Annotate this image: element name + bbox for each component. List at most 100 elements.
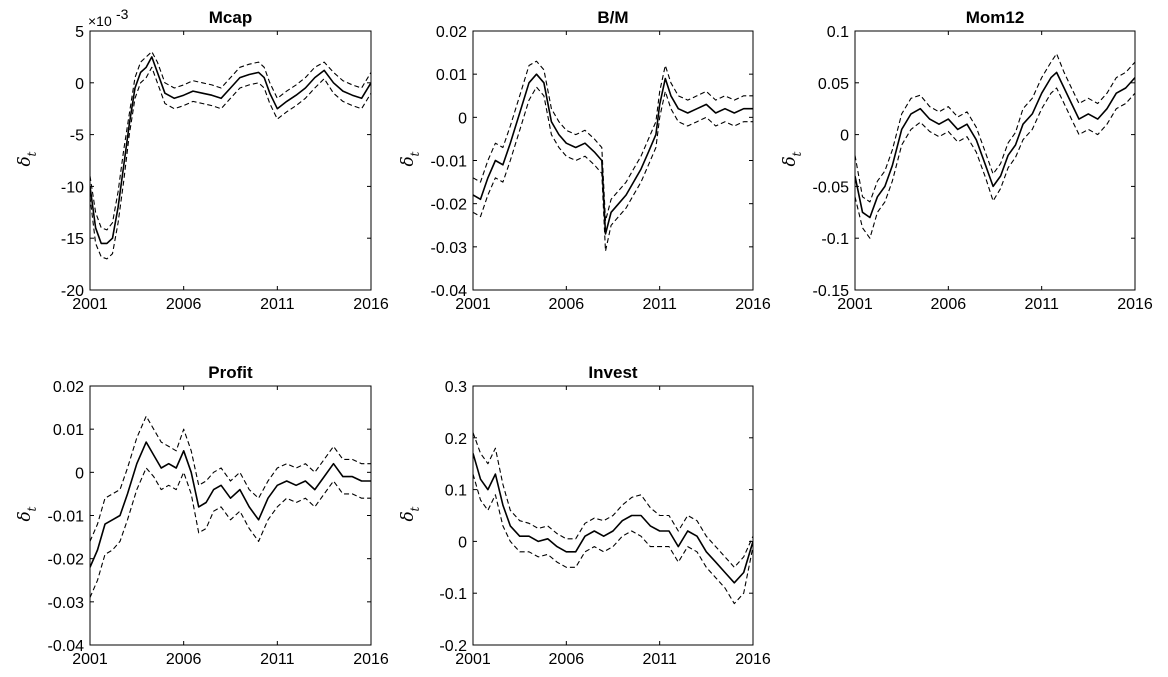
y-axis-label-symbol: δ: [780, 156, 800, 166]
subplot-title: Mcap: [209, 8, 252, 27]
x-tick-label: 2006: [549, 651, 585, 668]
x-tick-label: 2006: [166, 296, 202, 313]
y-tick-label: -0.2: [439, 638, 467, 655]
subplot-profit: 2001 2006 2011 2016 -0.04 -0.03 -0.02 -0.01 0 0.0…: [15, 363, 389, 668]
x-tick-label: 2016: [735, 651, 771, 668]
series-group: [473, 60, 753, 252]
y-axis-label-subscript: t: [25, 507, 39, 512]
x-tick-label: 2006: [549, 296, 585, 313]
series-group: [473, 432, 753, 605]
x-tick-label: 2006: [931, 296, 967, 313]
axes-box: [472, 30, 754, 291]
y-axis-label-symbol: δ: [15, 156, 35, 166]
y-tick-label: -0.1: [439, 586, 467, 603]
x-tick-label: 2016: [1117, 296, 1153, 313]
y-tick-label: 0: [75, 76, 84, 93]
y-tick-label: -0.01: [431, 154, 468, 171]
x-tick-label: 2011: [642, 651, 677, 668]
y-tick-label: 0.01: [53, 422, 84, 439]
series-group: [855, 53, 1135, 239]
subplot-invest: 2001 2006 2011 2016 -0.2 -0.1 0 0.1 0.2 0.3 Invest…: [398, 363, 771, 668]
x-tick-label: 2001: [455, 651, 491, 668]
series-group: [90, 415, 371, 598]
y-tick-label: 0.02: [53, 379, 84, 396]
y-axis-label-subscript: t: [408, 507, 422, 512]
series-line-bound: [473, 86, 753, 252]
y-tick-label: -5: [70, 128, 84, 145]
y-tick-label: -0.04: [48, 638, 85, 655]
y-exponent-power: -3: [116, 6, 129, 22]
y-tick-label: 5: [75, 24, 84, 41]
series-line-bound: [90, 467, 371, 598]
y-axis-label-subscript: t: [408, 152, 422, 157]
y-tick-label: -0.15: [813, 283, 850, 300]
y-axis-label: δt: [398, 507, 422, 522]
series-line-estimate: [90, 441, 371, 568]
y-axis-label: δt: [15, 152, 39, 167]
x-tick-label: 2001: [837, 296, 873, 313]
y-tick-label: 0.01: [436, 67, 467, 84]
axes-box: [89, 385, 372, 646]
x-tick-label: 2011: [260, 651, 295, 668]
subplot-title: Profit: [208, 363, 253, 382]
y-tick-label: -0.02: [431, 197, 468, 214]
y-axis-label-subscript: t: [790, 152, 804, 157]
y-axis-label-symbol: δ: [15, 511, 35, 521]
axes-box: [854, 30, 1136, 291]
subplot-mcap: 2001 2006 2011 2016 -20 -15 -10 -5 0 5×10 -3 Mcap δt: [15, 6, 389, 313]
y-tick-label: 0.2: [445, 431, 467, 448]
series-line-bound: [473, 60, 753, 222]
subplot-b-m: 2001 2006 2011 2016 -0.04 -0.03 -0.02 -0.01 0 0.0…: [398, 8, 771, 313]
x-tick-label: 2001: [455, 296, 491, 313]
series-line-bound: [90, 51, 371, 231]
y-tick-label: 0.05: [818, 76, 849, 93]
series-line-bound: [855, 53, 1135, 203]
series-line-bound: [90, 66, 371, 260]
y-axis-label: δt: [780, 152, 804, 167]
x-tick-label: 2001: [72, 651, 108, 668]
y-axis-label: δt: [398, 152, 422, 167]
y-tick-label: -20: [61, 283, 84, 300]
series-line-bound: [473, 473, 753, 605]
series-group: [90, 51, 371, 260]
y-tick-label: -0.02: [48, 552, 85, 569]
x-tick-label: 2016: [353, 651, 389, 668]
y-tick-label: 0.02: [436, 24, 467, 41]
y-tick-label: 0.3: [445, 379, 467, 396]
series-line-bound: [855, 87, 1135, 239]
y-tick-label: -0.04: [431, 283, 468, 300]
x-tick-label: 2016: [735, 296, 771, 313]
y-tick-label: 0.1: [445, 483, 467, 500]
y-axis-label-subscript: t: [25, 152, 39, 157]
y-tick-label: -0.01: [48, 509, 85, 526]
series-line-estimate: [90, 56, 371, 245]
y-axis-label: δt: [15, 507, 39, 522]
series-line-estimate: [473, 73, 753, 235]
series-line-bound: [473, 432, 753, 568]
x-tick-label: 2011: [260, 296, 295, 313]
x-tick-label: 2016: [353, 296, 389, 313]
y-tick-label: -15: [61, 231, 84, 248]
x-tick-label: 2001: [72, 296, 108, 313]
series-line-estimate: [855, 71, 1135, 219]
y-tick-label: 0: [75, 465, 84, 482]
axes-box: [89, 30, 372, 291]
y-tick-label: -0.03: [48, 595, 85, 612]
series-line-estimate: [473, 453, 753, 584]
y-tick-label: 0: [458, 534, 467, 551]
y-tick-label: 0: [840, 128, 849, 145]
subplot-title: Mom12: [966, 8, 1025, 27]
y-tick-label: -0.1: [821, 231, 849, 248]
y-axis-label-symbol: δ: [398, 156, 418, 166]
x-tick-label: 2011: [1024, 296, 1059, 313]
y-tick-label: -10: [61, 179, 84, 196]
y-tick-label: -0.03: [431, 240, 468, 257]
y-axis-label-symbol: δ: [398, 511, 418, 521]
subplot-title: B/M: [597, 8, 628, 27]
subplot-title: Invest: [588, 363, 637, 382]
y-tick-label: 0: [458, 110, 467, 127]
subplot-mom12: 2001 2006 2011 2016 -0.15 -0.1 -0.05 0 0.05 0.1 Mo…: [780, 8, 1153, 313]
y-tick-label: 0.1: [827, 24, 849, 41]
x-tick-label: 2011: [642, 296, 677, 313]
